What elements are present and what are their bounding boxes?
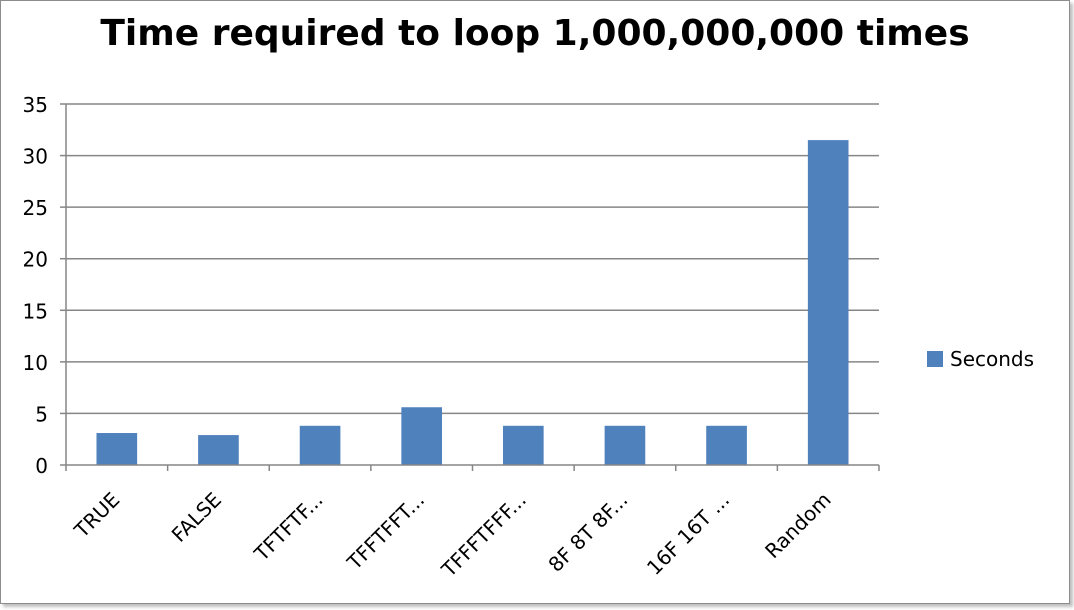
y-tick-label: 5 xyxy=(35,402,48,426)
bar xyxy=(502,425,544,465)
legend-label: Seconds xyxy=(950,347,1035,371)
bar xyxy=(401,407,443,465)
x-tick-label: Random xyxy=(760,488,836,564)
bar xyxy=(807,140,849,465)
y-tick-label: 10 xyxy=(23,351,48,375)
x-tick-label: TFFTFFT... xyxy=(342,488,429,575)
axes xyxy=(60,103,880,471)
x-tick-label: 8F 8T 8F... xyxy=(543,488,632,577)
legend: Seconds xyxy=(927,347,1034,371)
y-tick-label: 20 xyxy=(23,248,48,272)
y-axis-tick-labels: 0 5 10 15 20 25 30 35 xyxy=(23,93,48,478)
chart-title: Time required to loop 1,000,000,000 time… xyxy=(100,13,970,54)
x-tick-label: TRUE xyxy=(69,488,124,543)
x-tick-label: FALSE xyxy=(167,488,226,547)
bars xyxy=(96,140,849,465)
y-tick-label: 30 xyxy=(23,145,48,169)
bar xyxy=(198,435,239,465)
bar xyxy=(299,425,341,465)
bar xyxy=(706,425,747,465)
bar xyxy=(96,433,138,465)
y-tick-label: 15 xyxy=(23,299,48,323)
legend-swatch xyxy=(927,351,943,367)
gridlines xyxy=(66,103,879,415)
y-tick-label: 35 xyxy=(23,93,48,117)
y-tick-label: 25 xyxy=(23,196,48,220)
x-axis-tick-labels: TRUE FALSE TFTFTF... TFFTFFT... TFFFTFFF... 8… xyxy=(69,488,836,583)
x-tick-label: TFFFTFFF... xyxy=(436,488,531,583)
bar xyxy=(604,425,646,465)
x-tick-label: 16F 16T ... xyxy=(642,488,734,580)
y-tick-label: 0 xyxy=(35,454,48,478)
x-tick-label: TFTFTF... xyxy=(249,488,328,567)
